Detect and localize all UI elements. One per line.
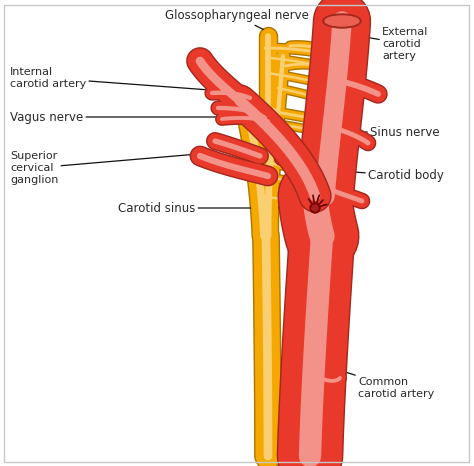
Ellipse shape	[323, 14, 361, 28]
Ellipse shape	[325, 16, 359, 26]
Text: Glossopharyngeal nerve: Glossopharyngeal nerve	[165, 9, 309, 34]
Circle shape	[310, 203, 320, 213]
Text: External
carotid
artery: External carotid artery	[348, 27, 428, 61]
Text: Common
carotid artery: Common carotid artery	[326, 366, 434, 399]
Text: Carotid body: Carotid body	[328, 170, 444, 183]
Text: Sinus nerve: Sinus nerve	[328, 125, 439, 138]
Circle shape	[312, 205, 318, 211]
Text: Superior
cervical
ganglion: Superior cervical ganglion	[10, 151, 210, 185]
Text: Carotid sinus: Carotid sinus	[118, 201, 308, 214]
Text: Internal
carotid artery: Internal carotid artery	[10, 67, 210, 90]
Text: Vagus nerve: Vagus nerve	[10, 110, 228, 123]
